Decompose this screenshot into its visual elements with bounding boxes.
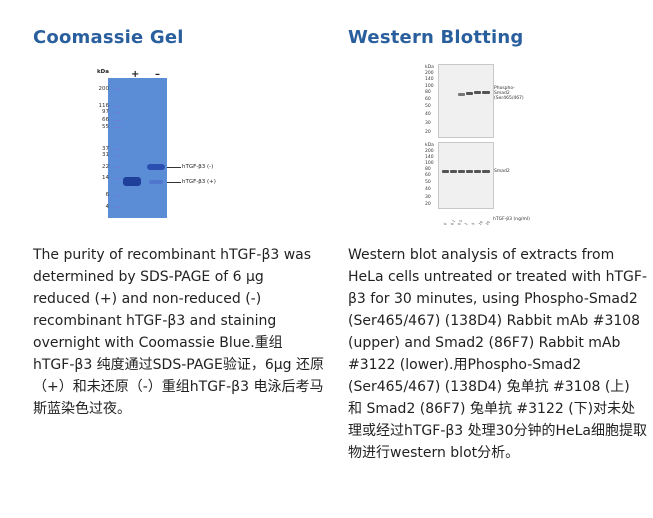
marker-66: 66 bbox=[102, 117, 109, 123]
marker-200: 200 bbox=[98, 86, 110, 92]
upper-blot-label: Phospho-Smad2 (Ser465/467) bbox=[494, 86, 524, 101]
western-blot-heading: Western Blotting bbox=[348, 27, 524, 48]
marker-14: 14 bbox=[102, 175, 109, 181]
marker-37: 37 bbox=[102, 146, 109, 152]
marker-22: 22 bbox=[102, 164, 109, 170]
coomassie-description: The purity of recombinant hTGF-β3 was de… bbox=[33, 247, 324, 417]
coomassie-gel-figure: kDa + – 200 116 97 66 55 37 31 22 14 6 4… bbox=[95, 66, 235, 226]
lane-plus-label: + bbox=[131, 69, 140, 80]
lane-minus-label: – bbox=[155, 69, 160, 80]
blot-lower-image bbox=[438, 142, 494, 209]
marker-31: 31 bbox=[102, 152, 109, 158]
gel-image bbox=[108, 78, 167, 218]
lower-blot-label: Smad2 bbox=[494, 169, 510, 174]
band-nonreduced-upper bbox=[147, 164, 165, 170]
marker-6: 6 bbox=[105, 192, 110, 198]
western-blot-description: Western blot analysis of extracts from H… bbox=[348, 247, 648, 461]
marker-97: 97 bbox=[102, 109, 109, 115]
wb-axis-label: hTGF-β3 (ng/ml) bbox=[493, 217, 530, 222]
western-blot-figure: kDa 200 140 100 80 60 50 40 30 20 Phosph… bbox=[425, 64, 530, 226]
marker-55: 55 bbox=[102, 124, 109, 130]
band-plus-label: hTGF-β3 (+) bbox=[182, 179, 216, 185]
band-minus-label: hTGF-β3 (-) bbox=[182, 164, 214, 170]
blot-upper-image bbox=[438, 64, 494, 138]
band-nonreduced-lower bbox=[149, 180, 163, 184]
marker-116: 116 bbox=[98, 103, 110, 109]
kda-label: kDa bbox=[97, 69, 109, 75]
marker-4: 4 bbox=[105, 204, 110, 210]
coomassie-heading: Coomassie Gel bbox=[33, 27, 184, 48]
band-reduced bbox=[123, 177, 141, 186]
